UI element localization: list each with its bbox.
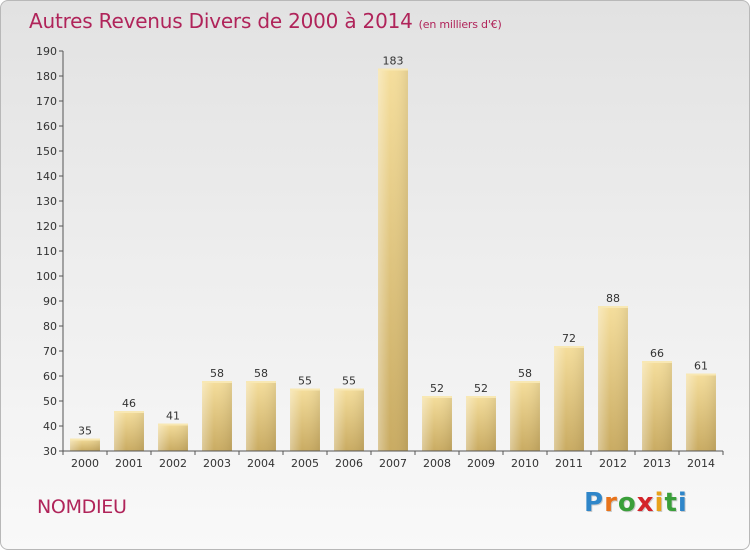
y-tick-label: 110 — [36, 245, 57, 258]
x-tick-label: 2004 — [247, 457, 275, 470]
bar-shade — [510, 381, 540, 451]
y-tick-label: 90 — [43, 295, 57, 308]
chart-subtitle: (en milliers d'€) — [418, 18, 502, 31]
bar-shade — [378, 68, 408, 451]
logo-letter: i — [677, 488, 688, 518]
y-tick-label: 130 — [36, 195, 57, 208]
bar-shade — [554, 346, 584, 451]
bar-shade — [202, 381, 232, 451]
value-label: 52 — [430, 382, 444, 395]
bar-top — [554, 346, 584, 348]
x-axis-ticks: 2000 2001 2002 2003 2004 2005 2006 2007 2008 2009… — [62, 451, 724, 470]
bar-top — [202, 381, 232, 383]
y-tick-label: 60 — [43, 370, 57, 383]
y-tick-label: 190 — [36, 45, 57, 58]
bar-top — [466, 396, 496, 398]
place-name: NOMDIEU — [37, 496, 127, 518]
bar-shade — [158, 423, 188, 451]
x-tick-label: 2005 — [291, 457, 319, 470]
y-tick-label: 80 — [43, 320, 57, 333]
logo-letter: P — [584, 488, 605, 518]
y-tick-label: 160 — [36, 120, 57, 133]
x-tick-label: 2002 — [159, 457, 187, 470]
x-tick-label: 2009 — [467, 457, 495, 470]
x-tick-label: 2000 — [71, 457, 99, 470]
bar-shade — [598, 306, 628, 451]
y-tick-label: 120 — [36, 220, 57, 233]
bar-top — [290, 388, 320, 391]
x-tick-label: 2012 — [599, 457, 627, 470]
value-label: 41 — [166, 410, 180, 423]
x-tick-label: 2013 — [643, 457, 671, 470]
y-tick-label: 40 — [43, 420, 57, 433]
value-label: 58 — [254, 367, 268, 380]
title-text: Autres Revenus Divers de 2000 à 2014 — [29, 9, 413, 33]
bar-shade — [290, 388, 320, 451]
bar-top — [114, 411, 144, 413]
x-tick-label: 2006 — [335, 457, 363, 470]
chart-title: Autres Revenus Divers de 2000 à 2014 (en … — [29, 9, 502, 33]
y-tick-label: 50 — [43, 395, 57, 408]
value-label: 58 — [518, 367, 532, 380]
bar-top — [422, 396, 452, 398]
x-tick-label: 2011 — [555, 457, 583, 470]
logo-letter: i — [654, 488, 665, 518]
bar-top — [158, 423, 188, 426]
bar-shade — [70, 438, 100, 451]
bar-shade — [642, 361, 672, 451]
value-label: 183 — [383, 55, 404, 68]
y-tick-label: 150 — [36, 145, 57, 158]
bar-shade — [422, 396, 452, 451]
bar-top — [246, 381, 276, 383]
y-axis-ticks: 30 40 50 60 70 80 90 100 110 120 130 140 150 160 170 18… — [36, 45, 63, 458]
logo-letter: x — [636, 488, 655, 518]
value-label: 46 — [122, 397, 136, 410]
value-label: 52 — [474, 382, 488, 395]
y-tick-label: 70 — [43, 345, 57, 358]
bar-top — [378, 68, 408, 71]
bar-shade — [246, 381, 276, 451]
value-label: 88 — [606, 292, 620, 305]
logo-letter: o — [617, 488, 637, 518]
x-tick-label: 2007 — [379, 457, 407, 470]
proxiti-logo[interactable]: Proxiti — [584, 488, 688, 518]
bar-top — [598, 306, 628, 308]
y-tick-label: 100 — [36, 270, 57, 283]
value-label: 35 — [78, 425, 92, 438]
value-label: 66 — [650, 347, 664, 360]
bar-shade — [686, 373, 716, 451]
bar-shade — [466, 396, 496, 451]
x-tick-label: 2008 — [423, 457, 451, 470]
value-label: 55 — [342, 375, 356, 388]
bar-top — [510, 381, 540, 383]
x-tick-label: 2003 — [203, 457, 231, 470]
x-tick-label: 2001 — [115, 457, 143, 470]
logo-letter: r — [604, 488, 618, 518]
x-tick-label: 2014 — [687, 457, 715, 470]
value-label: 72 — [562, 332, 576, 345]
bar-shade — [114, 411, 144, 451]
bar-top — [70, 438, 100, 441]
bar-top — [686, 373, 716, 376]
value-label: 55 — [298, 375, 312, 388]
value-label: 58 — [210, 367, 224, 380]
y-tick-label: 180 — [36, 70, 57, 83]
x-tick-label: 2010 — [511, 457, 539, 470]
bar-top — [642, 361, 672, 363]
y-tick-label: 30 — [43, 445, 57, 458]
value-label: 61 — [694, 360, 708, 373]
bars — [70, 68, 716, 451]
y-tick-label: 170 — [36, 95, 57, 108]
bar-shade — [334, 388, 364, 451]
value-labels: 35 46 41 58 58 55 55 183 52 52 58 72 88 66 61 — [78, 55, 708, 438]
y-tick-label: 140 — [36, 170, 57, 183]
logo-letter: t — [664, 488, 678, 518]
bar-top — [334, 388, 364, 391]
